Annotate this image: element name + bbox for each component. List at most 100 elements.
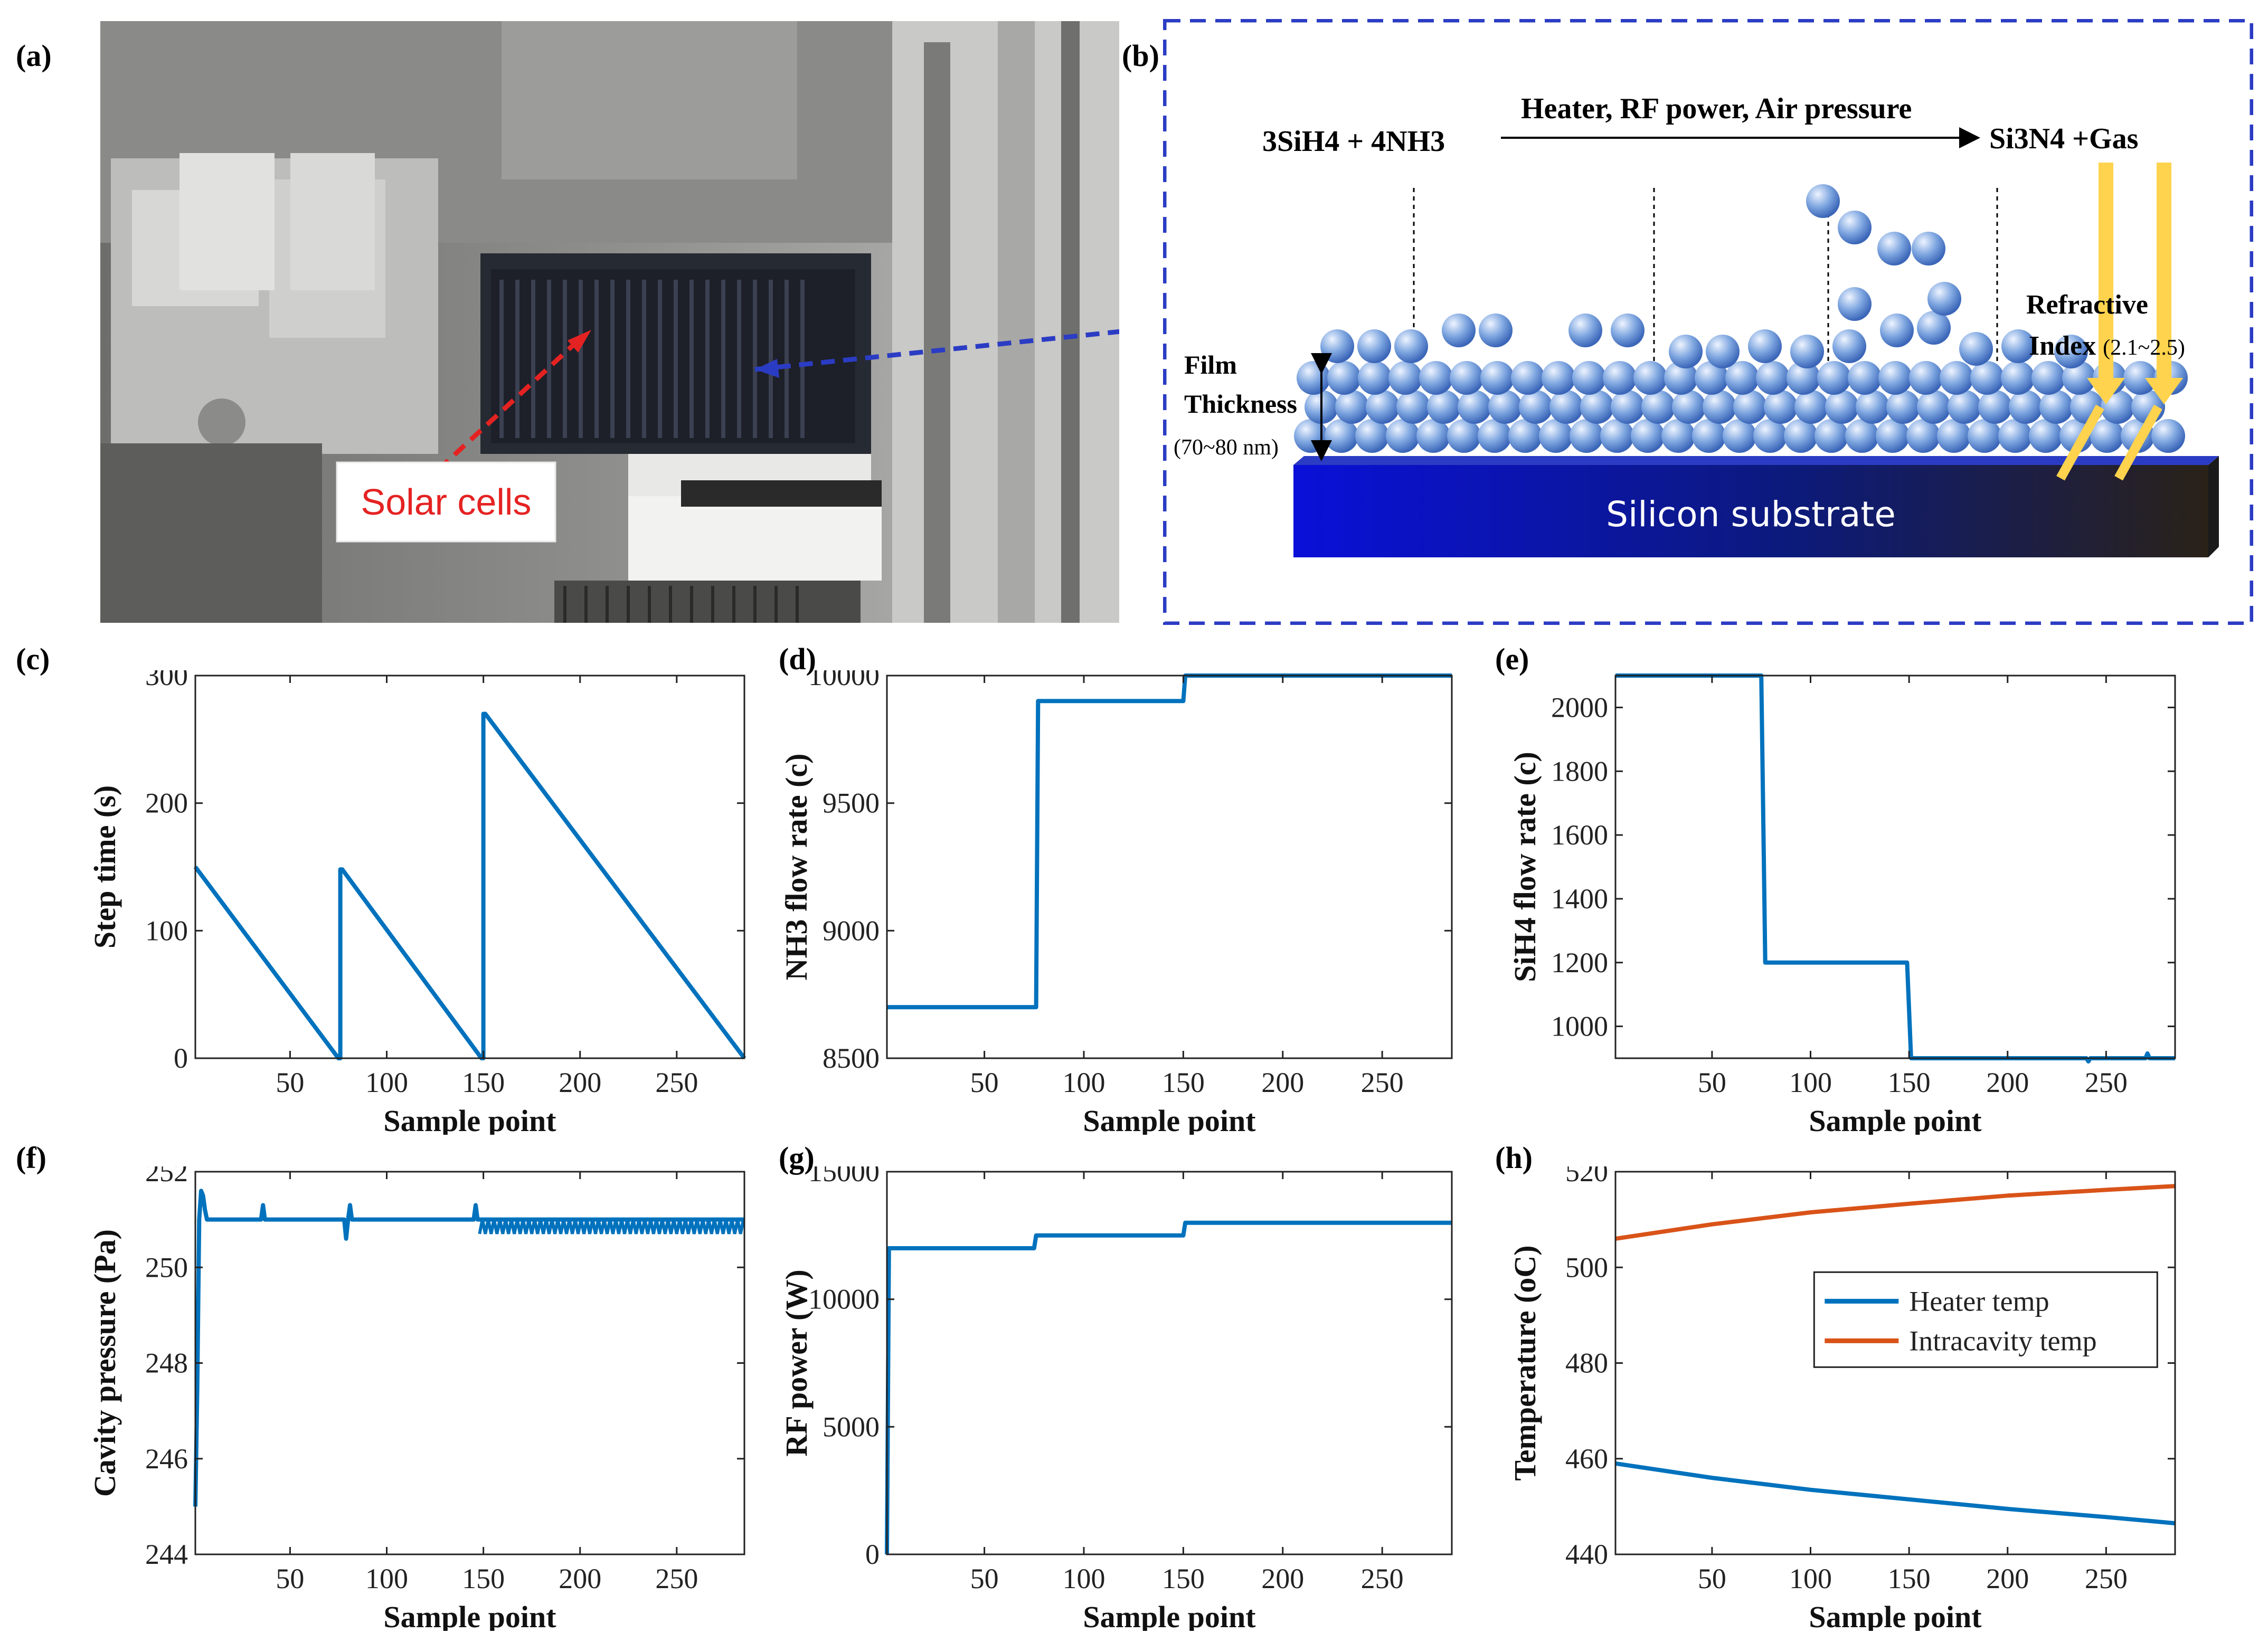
molecule-sphere: [1998, 419, 2032, 453]
molecule-sphere: [2031, 361, 2065, 395]
y-tick-label: 244: [145, 1539, 188, 1570]
molecule-sphere: [1940, 361, 1973, 395]
molecule-sphere: [1458, 390, 1491, 424]
molecule-sphere: [1756, 361, 1790, 395]
refractive-label-1: Refractive: [2026, 290, 2148, 320]
panel-label-e: (e): [1495, 642, 1529, 676]
molecule-sphere: [1787, 361, 1820, 395]
incident-light-beams: [2056, 163, 2183, 481]
molecule-sphere: [1832, 329, 1866, 363]
legend: Heater temp Intracavity temp: [1813, 1271, 2158, 1368]
molecule-sphere: [1912, 232, 1945, 265]
x-tick-label: 150: [462, 1067, 505, 1098]
pecvd-schematic: 3SiH4 + 4NH3 Heater, RF power, Air press…: [1163, 18, 2254, 625]
molecule-sphere: [1325, 419, 1358, 453]
molecule-sphere: [1570, 419, 1603, 453]
x-tick-label: 50: [970, 1067, 999, 1098]
molecule-sphere: [1880, 314, 1914, 347]
pressure-oscillation-band: [478, 1219, 745, 1235]
y-tick-label: 9500: [823, 787, 880, 819]
x-tick-label: 200: [1261, 1563, 1304, 1594]
y-tick-label: 250: [145, 1251, 188, 1283]
x-tick-label: 150: [1162, 1067, 1205, 1098]
x-tick-label: 200: [1986, 1563, 2029, 1594]
x-tick-label: 250: [2085, 1563, 2128, 1594]
molecule-sphere: [1335, 390, 1369, 424]
molecule-sphere: [1427, 390, 1461, 424]
molecule-sphere: [1917, 311, 1951, 345]
x-tick-label: 100: [365, 1563, 408, 1594]
x-tick-label: 50: [1698, 1563, 1726, 1594]
y-tick-label: 2000: [1551, 691, 1608, 723]
chart-e-sih4-flow: 50 100 150 200 250 1000 1200 1400 1600 1800 2000 Sa…: [1499, 670, 2186, 1135]
molecule-sphere: [1580, 390, 1614, 424]
molecule-sphere: [1968, 419, 2001, 453]
x-axis-label: Sample point: [1083, 1600, 1256, 1631]
y-tick-label: 1600: [1551, 819, 1608, 851]
molecule-layer: [1294, 184, 2188, 453]
panel-label-g: (g): [779, 1141, 815, 1175]
molecule-sphere: [1572, 361, 1606, 395]
y-tick-label: 460: [1565, 1443, 1608, 1475]
molecule-sphere: [2001, 329, 2035, 363]
molecule-sphere: [1815, 419, 1848, 453]
molecule-sphere: [1511, 361, 1545, 395]
x-tick-label: 250: [2085, 1067, 2128, 1098]
x-tick-label: 150: [1888, 1563, 1931, 1594]
molecule-sphere: [1838, 287, 1872, 321]
x-tick-label: 100: [1789, 1067, 1832, 1098]
molecule-sphere: [1357, 329, 1391, 363]
molecule-sphere: [2062, 361, 2096, 395]
refractive-index-range: (2.1~2.5): [2103, 336, 2185, 360]
molecule-sphere: [1388, 361, 1422, 395]
solar-cells-label: Solar cells: [361, 481, 532, 523]
film-label-1: Film: [1184, 350, 1237, 379]
plot-frame: [194, 675, 745, 1059]
chart-d-nh3-flow: 50 100 150 200 250 8500 9000 9500 10000 Sample po…: [771, 670, 1462, 1135]
series-line-0: [1615, 673, 2175, 1064]
molecule-sphere: [1825, 390, 1859, 424]
molecule-sphere: [1672, 390, 1706, 424]
molecule-sphere: [1631, 419, 1665, 453]
y-axis-label: NH3 flow rate (c): [779, 754, 814, 981]
molecule-sphere: [1355, 419, 1389, 453]
molecule-sphere: [2001, 361, 2035, 395]
molecule-sphere: [2123, 361, 2157, 395]
x-tick-label: 50: [276, 1067, 304, 1098]
y-tick-label: 0: [174, 1042, 188, 1074]
plot-frame: [194, 1171, 745, 1555]
molecule-sphere: [1978, 390, 2012, 424]
molecule-sphere: [1508, 419, 1542, 453]
molecule-sphere: [1937, 419, 1971, 453]
plot-frame: [1614, 675, 2176, 1059]
molecule-sphere: [2090, 419, 2124, 453]
molecule-sphere: [1669, 335, 1703, 368]
molecule-sphere: [1753, 419, 1787, 453]
y-axis-label: RF power (W): [779, 1269, 814, 1456]
legend-entry-0: Heater temp: [1909, 1285, 2049, 1317]
x-tick-label: 50: [276, 1563, 304, 1594]
molecule-sphere: [1297, 361, 1330, 395]
molecule-sphere: [1519, 390, 1553, 424]
molecule-sphere: [1294, 419, 1328, 453]
molecule-sphere: [1909, 361, 1943, 395]
molecule-sphere: [1661, 419, 1695, 453]
molecule-sphere: [1539, 419, 1573, 453]
x-axis-label: Sample point: [1809, 1104, 1982, 1135]
chart-c-step-time: 50 100 150 200 250 0 100 200 300 Sample point Step…: [79, 670, 755, 1135]
legend-entry-1: Intracavity temp: [1909, 1325, 2096, 1356]
molecule-sphere: [1488, 390, 1522, 424]
x-tick-label: 200: [559, 1067, 601, 1098]
molecule-sphere: [1416, 419, 1450, 453]
panel-label-c: (c): [16, 642, 50, 676]
x-tick-label: 100: [1062, 1067, 1105, 1098]
x-tick-label: 150: [1888, 1067, 1931, 1098]
molecule-sphere: [1748, 329, 1782, 363]
y-tick-label: 246: [145, 1443, 188, 1475]
series-line-0: [193, 711, 746, 1060]
molecule-sphere: [2151, 419, 2185, 453]
x-tick-label: 200: [1261, 1067, 1304, 1098]
x-tick-label: 100: [1789, 1563, 1832, 1594]
x-tick-label: 50: [1698, 1067, 1726, 1098]
molecule-sphere: [1876, 419, 1910, 453]
